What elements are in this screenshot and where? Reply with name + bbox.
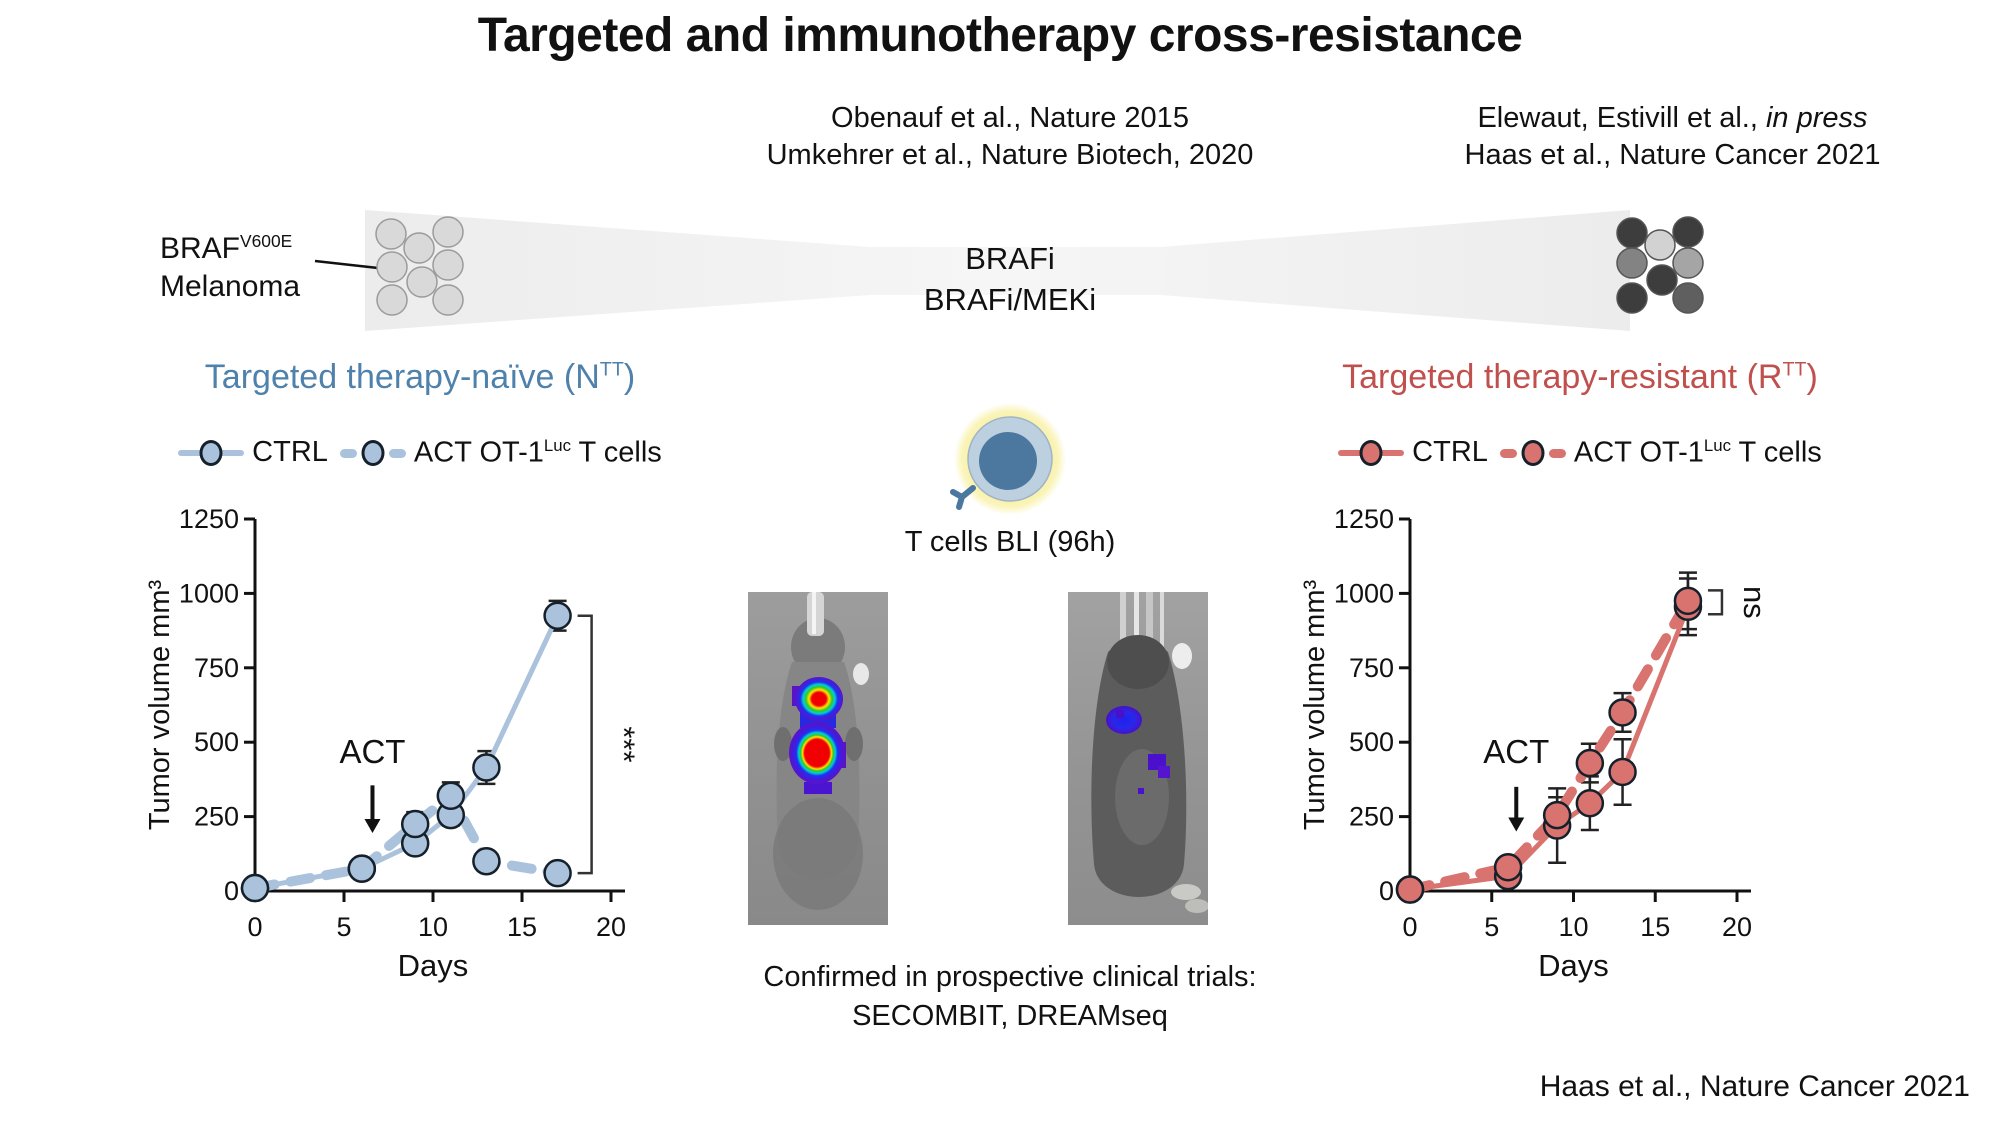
- citation-line: Obenauf et al., Nature 2015: [831, 102, 1189, 134]
- svg-text:1000: 1000: [1334, 578, 1394, 608]
- svg-text:500: 500: [1349, 727, 1394, 757]
- cell-line-type: Melanoma: [160, 270, 301, 303]
- citation-center: Obenauf et al., Nature 2015 Umkehrer et …: [700, 100, 1320, 174]
- svg-text:750: 750: [1349, 653, 1394, 683]
- svg-text:0: 0: [224, 876, 239, 906]
- act-dashed-marker-icon: [1499, 439, 1566, 467]
- naive-tumor-cells-icon: [375, 216, 464, 316]
- tcell-receptor: [950, 485, 976, 510]
- svg-text:20: 20: [596, 912, 626, 942]
- series-lines: [1405, 595, 1693, 895]
- braf-connector-line: [314, 259, 379, 270]
- treatment-funnel-schematic: [314, 210, 1704, 331]
- citation-line: Elewaut, Estivill et al., in press: [1385, 100, 1960, 137]
- svg-text:***: ***: [607, 726, 642, 762]
- significance-bracket: ns: [1707, 586, 1772, 619]
- citation-line: Haas et al., Nature Cancer 2021: [1464, 139, 1881, 171]
- citation-in-press: in press: [1765, 102, 1868, 134]
- svg-text:20: 20: [1722, 912, 1752, 942]
- act-annotation: ACT: [339, 733, 405, 833]
- legend-item-ctrl: CTRL: [1338, 436, 1488, 469]
- clinical-trials-line1: Confirmed in prospective clinical trials…: [763, 961, 1257, 993]
- chart-axes: 0 250 500 750 1000 1250 0 5 10 15 20 Days Tumor volu…: [144, 504, 626, 983]
- legend-item-act: ACT OT-1Luc T cells: [339, 436, 662, 470]
- resistant-tumor-growth-chart: 0 250 500 750 1000 1250 0 5 10 15 20 Days Tumor volu…: [1299, 504, 1772, 983]
- svg-text:15: 15: [1640, 912, 1670, 942]
- significance-bracket: ***: [577, 614, 642, 875]
- series-line-ctrl: [1407, 604, 1691, 893]
- svg-text:500: 500: [194, 727, 239, 757]
- svg-text:10: 10: [418, 912, 448, 942]
- svg-text:250: 250: [194, 802, 239, 832]
- cell-line-label: BRAFV600E Melanoma: [160, 222, 380, 306]
- svg-text:1250: 1250: [1334, 504, 1394, 534]
- slide-title: Targeted and immunotherapy cross-resista…: [477, 9, 1523, 62]
- legend-label-ctrl: CTRL: [1412, 436, 1488, 469]
- cell-line-gene: BRAFV600E: [160, 231, 293, 265]
- legend-label-act: ACT OT-1Luc T cells: [1573, 436, 1822, 469]
- act-annotation: ACT: [1483, 733, 1549, 832]
- bli-signal-strong: [789, 677, 846, 794]
- footer-credit: Haas et al., Nature Cancer 2021: [1539, 1070, 1970, 1103]
- bli-signal-weak: [1106, 706, 1170, 794]
- funnel-shape: [365, 210, 1630, 331]
- treatment-label: BRAFi BRAFi/MEKi: [860, 238, 1160, 320]
- svg-text:ACT: ACT: [1483, 733, 1549, 770]
- resistant-tumor-cells-icon: [1616, 216, 1704, 314]
- svg-text:15: 15: [507, 912, 537, 942]
- chart-axes: 0 250 500 750 1000 1250 0 5 10 15 20 Days Tumor volu…: [1299, 504, 1752, 983]
- svg-text:ns: ns: [1737, 586, 1772, 619]
- ctrl-line-marker-icon: [178, 439, 245, 467]
- naive-tumor-growth-chart: 0 250 500 750 1000 1250 0 5 10 15 20 Days Tumor volu…: [144, 504, 642, 983]
- series-line-ctrl: [252, 613, 561, 891]
- bli-mouse-resistant-image: [1068, 592, 1208, 925]
- legend-item-ctrl: CTRL: [178, 436, 328, 469]
- svg-text:Tumor volume mm³: Tumor volume mm³: [1299, 580, 1331, 831]
- tcell-nucleus: [979, 432, 1037, 490]
- treatment-brafi-meki: BRAFi/MEKi: [923, 282, 1097, 317]
- svg-text:Days: Days: [398, 948, 469, 983]
- svg-text:1000: 1000: [179, 578, 239, 608]
- svg-text:0: 0: [247, 912, 262, 942]
- naive-legend: CTRL ACT OT-1Luc T cells: [140, 436, 700, 470]
- svg-text:ACT: ACT: [339, 733, 405, 770]
- svg-text:5: 5: [1484, 912, 1499, 942]
- ctrl-line-marker-icon: [1338, 439, 1405, 467]
- error-bars: [1499, 571, 1697, 882]
- resistant-legend: CTRL ACT OT-1Luc T cells: [1300, 436, 1860, 470]
- clinical-trials-note: Confirmed in prospective clinical trials…: [640, 958, 1380, 1036]
- svg-text:0: 0: [1402, 912, 1417, 942]
- bli-label: T cells BLI (96h): [904, 526, 1116, 558]
- series-markers: [1395, 586, 1703, 904]
- cell-line-mutation: V600E: [240, 231, 293, 251]
- naive-panel-title: Targeted therapy-naïve (NTT): [204, 358, 636, 396]
- citation-line: Umkehrer et al., Nature Biotech, 2020: [766, 139, 1254, 171]
- svg-text:0: 0: [1379, 876, 1394, 906]
- svg-text:10: 10: [1558, 912, 1588, 942]
- series-markers: [240, 601, 572, 903]
- svg-text:1250: 1250: [179, 504, 239, 534]
- citation-right: Elewaut, Estivill et al., in press Haas …: [1385, 100, 1960, 174]
- svg-text:5: 5: [336, 912, 351, 942]
- svg-text:750: 750: [194, 653, 239, 683]
- bli-mouse-naive-image: [748, 592, 888, 925]
- resistant-panel-title: Targeted therapy-resistant (RTT): [1342, 358, 1818, 396]
- svg-text:250: 250: [1349, 802, 1394, 832]
- citation-text: Elewaut, Estivill et al.,: [1477, 102, 1766, 134]
- legend-label-ctrl: CTRL: [252, 436, 328, 469]
- clinical-trials-line2: SECOMBIT, DREAMseq: [852, 1000, 1168, 1032]
- legend-label-act: ACT OT-1Luc T cells: [413, 436, 662, 469]
- series-line-act: [1405, 595, 1693, 895]
- tcell-icon: [950, 403, 1066, 515]
- act-dashed-marker-icon: [339, 439, 406, 467]
- legend-item-act: ACT OT-1Luc T cells: [1499, 436, 1822, 470]
- svg-text:Tumor volume mm³: Tumor volume mm³: [144, 580, 176, 831]
- treatment-brafi: BRAFi: [965, 241, 1055, 276]
- svg-text:Days: Days: [1538, 948, 1609, 983]
